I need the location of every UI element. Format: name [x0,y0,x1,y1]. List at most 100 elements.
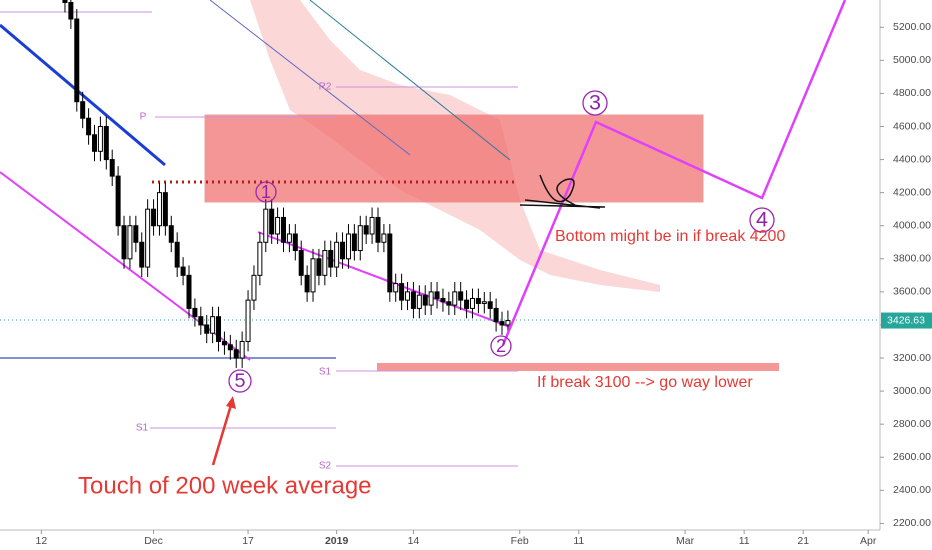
candle-body [298,250,304,276]
annotation: Bottom might be in if break 4200 [555,228,785,245]
candle-body [239,340,245,359]
candle-body [263,208,269,243]
pivot-label: S1 [319,367,332,378]
candle-body [216,316,222,342]
candle-body [499,321,505,326]
candle-body [145,208,151,268]
candle-body [139,241,145,268]
wave-label: 3 [589,90,601,115]
y-tick-label: 4600.00 [893,120,931,132]
candle-body [487,301,493,309]
candle-body [351,233,357,252]
x-tick-label: Feb [511,535,529,547]
candle-body [68,1,74,20]
candle-body [345,233,351,260]
support-zone [377,363,779,371]
candle-body [233,349,239,359]
x-tick-label: 21 [797,535,809,547]
x-tick-label: 17 [242,535,254,547]
y-tick-label: 2800.00 [893,418,931,430]
x-tick-label: 11 [573,535,584,547]
wave-label: 1 [261,182,271,202]
candle-body [204,324,210,334]
candle-body [133,225,139,243]
candle-body [434,291,440,299]
candle-body [168,225,174,243]
trendline [209,0,411,156]
candle-body [280,216,286,243]
pivot-label: R2 [319,82,332,93]
candle-body [357,225,363,252]
pivot-label: P [140,112,147,123]
candle-body [221,340,227,346]
candle-body [375,216,381,243]
candle-body [328,250,334,268]
candle-body [198,316,204,326]
y-tick-label: 4000.00 [893,220,931,232]
candle-body [322,250,328,276]
arrow-head [226,396,236,409]
candle-body [162,192,168,227]
candle-body [186,274,192,309]
y-tick-label: 3000.00 [893,385,931,397]
candle-body [310,258,316,293]
candle-body [381,233,387,243]
candle-body [316,258,322,276]
candle-body [399,283,405,301]
candle-body [446,301,452,306]
candle-body [227,344,233,351]
candle-body [340,241,346,260]
candle-body [481,301,487,304]
trendline [257,231,511,328]
candle-body [405,291,411,301]
wave-circle [490,335,512,357]
candle-body [387,233,393,293]
x-tick-label: Dec [144,535,163,547]
y-tick-label: 4400.00 [893,153,931,165]
candle-body [192,307,198,318]
wave-circle [228,369,252,393]
wave-circle [582,90,608,116]
y-tick-label: 4200.00 [893,186,931,198]
candle-body [475,297,481,304]
candle-body [180,266,186,276]
wave-label: 4 [756,207,768,232]
candle-body [469,297,475,309]
y-tick-label: 2200.00 [893,517,931,529]
wave-circle [749,207,775,233]
annotation: If break 3100 --> go way lower [537,374,753,391]
candle-body [86,117,92,136]
candle-body [80,101,86,119]
pivot-label: S1 [136,423,149,434]
y-tick-label: 3800.00 [893,253,931,265]
arrow [211,404,233,466]
candle-body [91,134,97,152]
candle-body [115,175,121,227]
y-tick-label: 2400.00 [893,484,931,496]
candle-body [334,241,340,268]
candle-body [505,320,511,326]
x-tick-label: 12 [35,535,47,547]
candle-body [156,192,162,227]
y-tick-label: 4800.00 [893,87,931,99]
candle-body [127,225,133,260]
y-tick-label: 3200.00 [893,352,931,364]
candle-body [245,299,251,342]
candle-body [292,233,298,252]
candle-body [422,294,428,306]
candle-body [103,126,109,161]
trendline [309,0,511,161]
last-price-label: 3426.63 [887,314,925,326]
last-price-box [881,312,932,329]
candle-body [275,216,281,235]
candle-body [458,291,464,301]
candle-body [493,307,499,323]
x-tick-label: 2019 [325,535,349,547]
candle-body [174,241,180,268]
candle-body [369,216,375,235]
x-tick-label: 11 [739,535,750,547]
candle-body [269,208,275,235]
candle-body [97,126,103,152]
